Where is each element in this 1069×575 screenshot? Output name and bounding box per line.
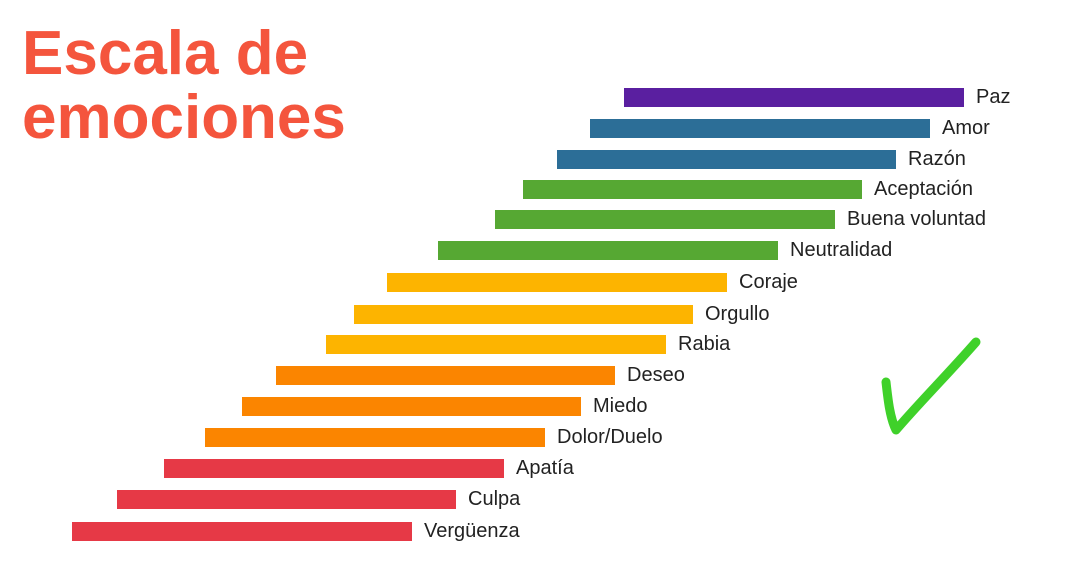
scale-label-paz: Paz (976, 86, 1011, 108)
title-line-2: emociones (22, 83, 346, 152)
scale-bar-dolor-duelo (205, 428, 545, 447)
scale-bar-orgullo (354, 305, 693, 324)
scale-bar-neutralidad (438, 241, 778, 260)
scale-label-aceptacion: Aceptación (874, 178, 973, 200)
scale-label-orgullo: Orgullo (705, 303, 770, 325)
scale-label-razon: Razón (908, 148, 966, 170)
scale-bar-miedo (242, 397, 581, 416)
scale-bar-buena-voluntad (495, 210, 835, 229)
scale-bar-razon (557, 150, 896, 169)
checkmark-icon (881, 337, 981, 435)
scale-bar-paz (624, 88, 964, 107)
scale-label-deseo: Deseo (627, 364, 685, 386)
scale-bar-apatia (164, 459, 504, 478)
scale-label-rabia: Rabia (678, 333, 731, 355)
scale-label-culpa: Culpa (468, 488, 521, 510)
scale-bar-amor (590, 119, 930, 138)
scale-bar-aceptacion (523, 180, 862, 199)
scale-bar-coraje (387, 273, 727, 292)
scale-label-miedo: Miedo (593, 395, 648, 417)
scale-bar-deseo (276, 366, 615, 385)
scale-bar-verguenza (72, 522, 412, 541)
title-line-1: Escala de (22, 19, 309, 88)
scale-label-dolor-duelo: Dolor/Duelo (557, 426, 663, 448)
scale-label-buena-voluntad: Buena voluntad (847, 208, 987, 230)
scale-label-neutralidad: Neutralidad (790, 239, 893, 261)
scale-label-verguenza: Vergüenza (424, 520, 520, 542)
scale-label-amor: Amor (942, 117, 990, 139)
scale-bar-rabia (326, 335, 666, 354)
page-title: Escala de emociones (22, 22, 346, 150)
scale-bar-culpa (117, 490, 456, 509)
scale-label-apatia: Apatía (516, 457, 574, 479)
scale-label-coraje: Coraje (739, 271, 798, 293)
